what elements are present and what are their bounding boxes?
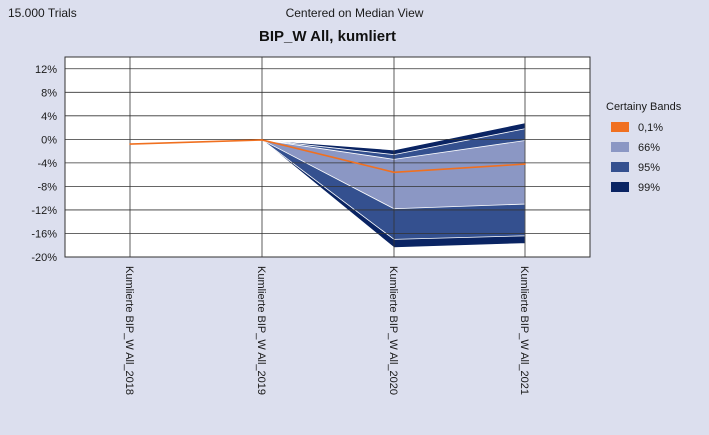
y-tick-label: -8% bbox=[37, 181, 57, 193]
y-tick-label: -12% bbox=[31, 205, 57, 217]
median-line bbox=[129, 139, 526, 174]
legend-label: 66% bbox=[638, 142, 660, 154]
legend-swatch bbox=[611, 182, 629, 192]
y-tick-label: 4% bbox=[41, 111, 57, 123]
chart-title: BIP_W All, kumliert bbox=[259, 28, 396, 45]
trials-count: 15.000 Trials bbox=[8, 6, 77, 20]
x-tick-label: Kumlierte BIP_W All_2021 bbox=[518, 266, 530, 395]
legend-label: 99% bbox=[638, 182, 660, 194]
median-point bbox=[261, 139, 263, 141]
y-tick-label: -16% bbox=[31, 228, 57, 240]
legend-title: Certainy Bands bbox=[606, 101, 682, 113]
x-tick-label: Kumlierte BIP_W All_2019 bbox=[255, 266, 267, 395]
median-point bbox=[393, 171, 395, 174]
y-tick-label: 12% bbox=[35, 64, 57, 76]
legend-swatch bbox=[611, 162, 629, 172]
y-tick-label: -20% bbox=[31, 252, 57, 264]
legend-label: 0,1% bbox=[638, 122, 663, 134]
legend-swatch bbox=[611, 142, 629, 152]
view-mode-label: Centered on Median View bbox=[285, 6, 424, 20]
y-tick-label: 0% bbox=[41, 134, 57, 146]
legend: Certainy Bands 0,1% 66% 95% 99% bbox=[606, 101, 682, 194]
x-tick-label: Kumlierte BIP_W All_2020 bbox=[387, 266, 399, 395]
median-point bbox=[524, 163, 526, 165]
x-tick-label: Kumlierte BIP_W All_2018 bbox=[123, 266, 135, 395]
y-tick-label: 8% bbox=[41, 87, 57, 99]
median-point bbox=[129, 143, 131, 145]
legend-label: 95% bbox=[638, 162, 660, 174]
y-tick-label: -4% bbox=[37, 158, 57, 170]
legend-swatch bbox=[611, 122, 629, 132]
